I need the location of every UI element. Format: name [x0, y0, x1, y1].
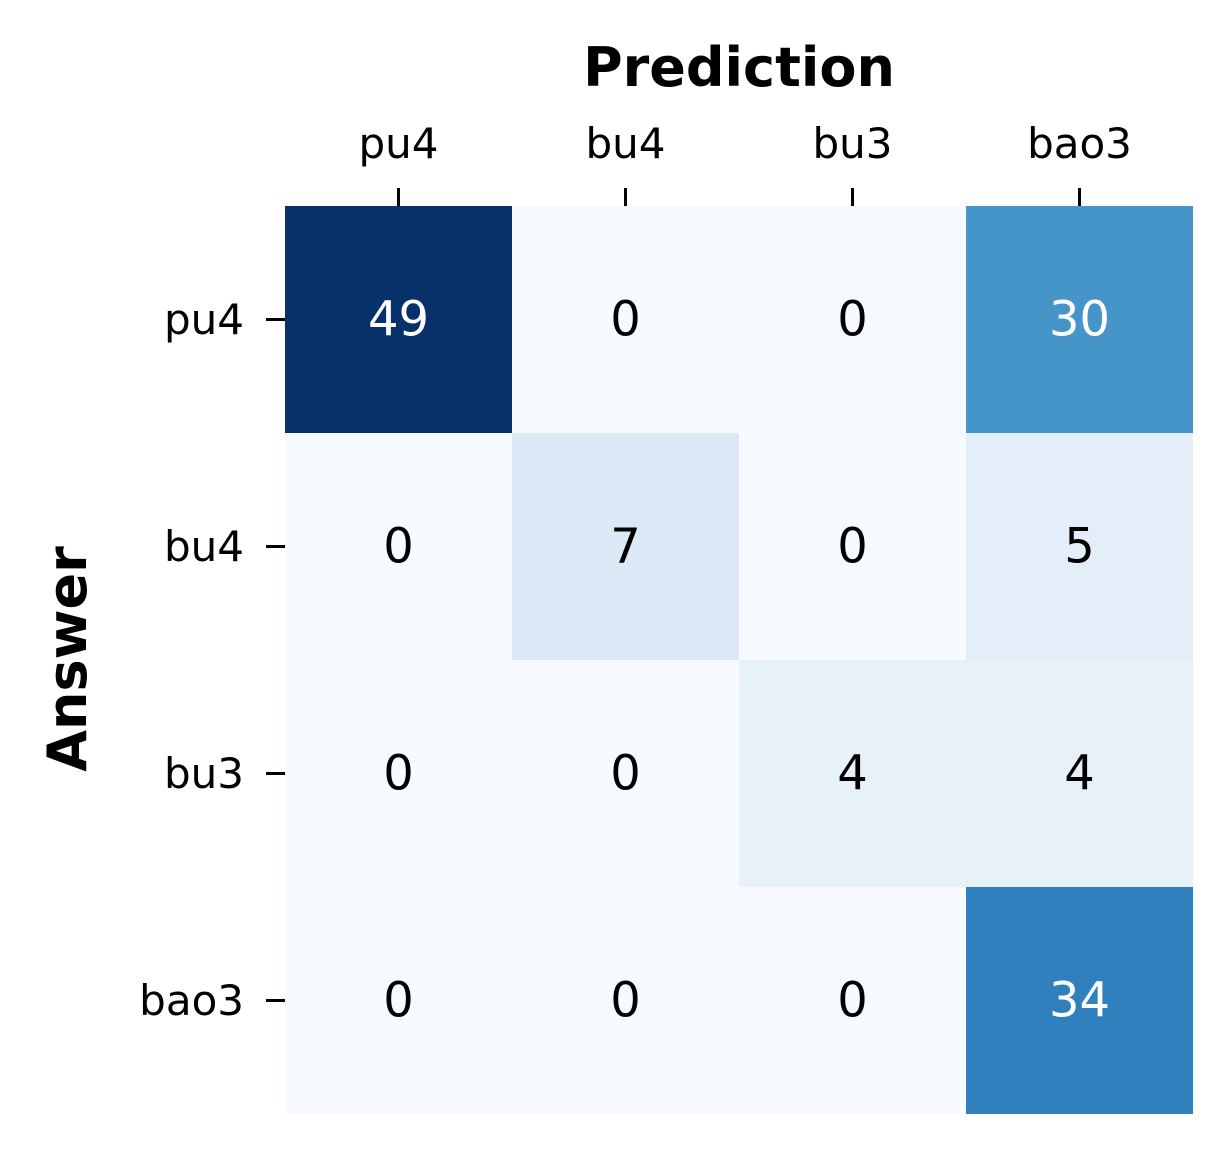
cell-value-r2-c1: 0	[610, 746, 641, 802]
cell-labels: 49 0 0 30 0 7 0 5 0 0 4 4 0 0 0 34	[368, 292, 1110, 1029]
cell-value-r2-c2: 4	[837, 746, 868, 802]
y-axis-title: Answer	[36, 546, 99, 772]
x-tick-label-0: pu4	[358, 119, 438, 168]
x-axis-title: Prediction	[583, 36, 895, 99]
heatmap-cell-r2-c3	[966, 660, 1193, 887]
heatmap-cell-r1-c0	[285, 433, 512, 660]
heatmap-cell-r2-c1	[512, 660, 739, 887]
y-tick-label-1: bu4	[164, 522, 244, 571]
y-tick-label-2: bu3	[164, 749, 244, 798]
cell-value-r3-c3: 34	[1049, 973, 1110, 1029]
heatmap-cell-r1-c3	[966, 433, 1193, 660]
x-tick-label-1: bu4	[585, 119, 665, 168]
cell-value-r0-c3: 30	[1049, 292, 1110, 348]
heatmap-cell-r3-c3	[966, 887, 1193, 1114]
heatmap-cell-r0-c1	[512, 206, 739, 433]
cell-value-r1-c3: 5	[1064, 519, 1095, 575]
cell-value-r1-c1: 7	[610, 519, 641, 575]
y-tick-label-3: bao3	[139, 976, 244, 1025]
cell-value-r0-c0: 49	[368, 292, 429, 348]
cell-value-r0-c1: 0	[610, 292, 641, 348]
heatmap-cells	[285, 206, 1193, 1114]
x-tick-label-2: bu3	[812, 119, 892, 168]
cell-value-r3-c0: 0	[383, 973, 414, 1029]
heatmap-cell-r3-c0	[285, 887, 512, 1114]
heatmap-cell-r0-c3	[966, 206, 1193, 433]
heatmap-cell-r2-c0	[285, 660, 512, 887]
heatmap-cell-r1-c2	[739, 433, 966, 660]
cell-value-r3-c1: 0	[610, 973, 641, 1029]
heatmap-cell-r2-c2	[739, 660, 966, 887]
cell-value-r0-c2: 0	[837, 292, 868, 348]
cell-value-r3-c2: 0	[837, 973, 868, 1029]
heatmap-cell-r3-c2	[739, 887, 966, 1114]
heatmap-cell-r0-c0	[285, 206, 512, 433]
cell-value-r2-c0: 0	[383, 746, 414, 802]
x-tick-label-3: bao3	[1027, 119, 1132, 168]
heatmap-cell-r3-c1	[512, 887, 739, 1114]
cell-value-r1-c0: 0	[383, 519, 414, 575]
axis-ticks: pu4 bu4 bu3 bao3 pu4 bu4 bu3 bao3	[139, 119, 1132, 1025]
cell-value-r2-c3: 4	[1064, 746, 1095, 802]
y-tick-label-0: pu4	[164, 295, 244, 344]
cell-value-r1-c2: 0	[837, 519, 868, 575]
heatmap-cell-r0-c2	[739, 206, 966, 433]
heatmap-cell-r1-c1	[512, 433, 739, 660]
